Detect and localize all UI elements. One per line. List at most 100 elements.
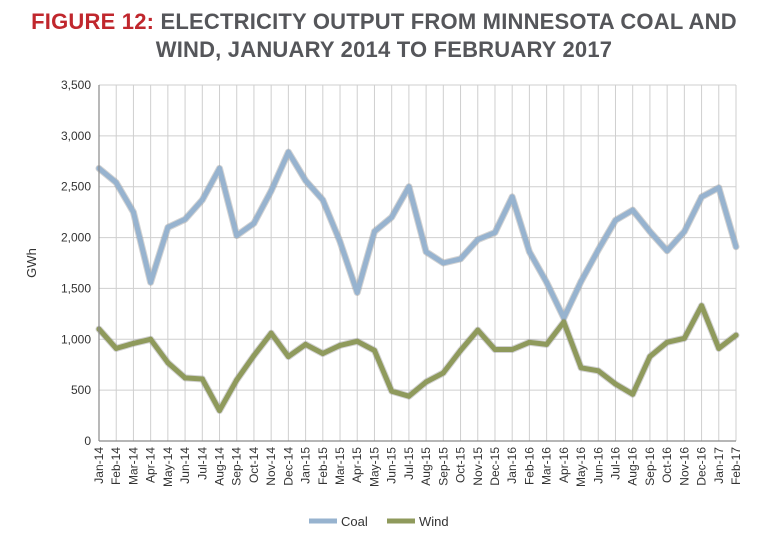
coal-data-point — [681, 228, 687, 234]
x-tick-label: Jul-15 — [402, 447, 416, 480]
wind-data-point — [544, 341, 550, 347]
gridlines — [98, 84, 737, 442]
wind-data-point — [148, 336, 154, 342]
wind-data-point — [337, 342, 343, 348]
coal-data-point — [113, 180, 119, 186]
x-tick-label: Nov-16 — [677, 447, 691, 486]
y-axis-label: GWh — [24, 248, 39, 278]
coal-data-point — [234, 233, 240, 239]
coal-data-point — [458, 256, 464, 262]
coal-data-point — [217, 165, 223, 171]
y-tick-label: 3,500 — [61, 78, 91, 92]
coal-data-point — [251, 220, 257, 226]
x-tick-label: Oct-16 — [660, 447, 674, 483]
wind-data-point — [389, 388, 395, 394]
wind-data-point — [578, 365, 584, 371]
coal-data-point — [647, 228, 653, 234]
wind-data-point — [475, 327, 481, 333]
coal-data-point — [320, 197, 326, 203]
coal-data-point — [509, 194, 515, 200]
coal-data-point — [699, 194, 705, 200]
chart-title-line-2: WIND, JANUARY 2014 TO FEBRUARY 2017 — [0, 36, 768, 64]
x-tick-label: Aug-14 — [213, 447, 227, 486]
wind-data-point — [681, 335, 687, 341]
x-tick-label: May-15 — [367, 447, 381, 487]
wind-data-point — [113, 345, 119, 351]
wind-series-line-shadow — [95, 302, 740, 414]
coal-data-point — [733, 244, 739, 250]
x-tick-label: Mar-14 — [126, 447, 140, 485]
x-tick-label: Feb-15 — [316, 447, 330, 485]
coal-legend-label: Coal — [341, 514, 368, 529]
wind-data-point — [320, 351, 326, 357]
series-lines — [95, 148, 740, 414]
x-tick-label: Jul-16 — [608, 447, 622, 480]
coal-data-point — [423, 249, 429, 255]
wind-data-point — [354, 338, 360, 344]
x-tick-label: Jan-15 — [299, 447, 313, 484]
chart-title-line-1: FIGURE 12: ELECTRICITY OUTPUT FROM MINNE… — [0, 8, 768, 36]
coal-data-point — [371, 228, 377, 234]
coal-data-point — [285, 149, 291, 155]
x-tick-label: May-14 — [161, 447, 175, 487]
coal-data-point — [544, 279, 550, 285]
wind-data-point — [406, 393, 412, 399]
wind-data-point — [440, 370, 446, 376]
coal-data-point — [130, 209, 136, 215]
y-tick-label: 2,500 — [61, 180, 91, 194]
wind-data-point — [130, 340, 136, 346]
x-tick-label: Dec-15 — [488, 447, 502, 486]
x-tick-label: Apr-15 — [350, 447, 364, 483]
x-tick-label: Jan-16 — [505, 447, 519, 484]
coal-data-point — [389, 214, 395, 220]
x-tick-label: Jun-15 — [385, 447, 399, 484]
coal-series-line — [96, 149, 739, 321]
legend: Coal Wind — [309, 514, 449, 529]
x-tick-label: Apr-14 — [144, 447, 158, 483]
coal-data-point — [612, 217, 618, 223]
wind-data-point — [234, 377, 240, 383]
coal-data-point — [492, 229, 498, 235]
wind-data-point — [268, 330, 274, 336]
coal-data-point — [578, 278, 584, 284]
wind-data-point — [716, 345, 722, 351]
x-tick-label: Dec-16 — [695, 447, 709, 486]
coal-data-point — [182, 216, 188, 222]
wind-data-point — [251, 353, 257, 359]
x-tick-label: Jun-14 — [178, 447, 192, 484]
figure-label: FIGURE 12: — [31, 9, 155, 34]
wind-data-point — [217, 407, 223, 413]
coal-data-point — [664, 248, 670, 254]
y-tick-label: 1,000 — [61, 332, 91, 346]
wind-data-point — [182, 375, 188, 381]
wind-data-point — [199, 376, 205, 382]
x-tick-label: Oct-14 — [247, 447, 261, 483]
title-line-2-text: WIND, JANUARY 2014 TO FEBRUARY 2017 — [155, 37, 613, 62]
wind-data-point — [423, 379, 429, 385]
x-tick-label: Jul-14 — [195, 447, 209, 480]
x-tick-label: Jun-16 — [591, 447, 605, 484]
coal-data-point — [303, 178, 309, 184]
coal-data-point — [354, 289, 360, 295]
x-tick-label: Oct-15 — [454, 447, 468, 483]
y-tick-label: 0 — [84, 434, 91, 448]
coal-data-point — [475, 237, 481, 243]
wind-legend-label: Wind — [419, 514, 449, 529]
x-tick-label: Aug-16 — [626, 447, 640, 486]
coal-data-point — [716, 185, 722, 191]
x-tick-label: Mar-16 — [540, 447, 554, 485]
coal-data-point — [595, 247, 601, 253]
x-tick-label: Sep-14 — [230, 447, 244, 486]
y-tick-label: 3,000 — [61, 129, 91, 143]
wind-data-point — [612, 381, 618, 387]
wind-data-point — [371, 347, 377, 353]
coal-data-point — [268, 188, 274, 194]
wind-data-point — [647, 354, 653, 360]
wind-data-point — [492, 346, 498, 352]
x-axis-ticks: Jan-14 Feb-14 Mar-14 Apr-14 May-14 Jun-14 Jul-… — [92, 447, 743, 487]
x-tick-label: Feb-14 — [109, 447, 123, 485]
y-axis-ticks: 0 500 1,000 1,500 2,000 2,500 3,000 3,500 — [61, 78, 91, 448]
y-tick-label: 1,500 — [61, 281, 91, 295]
wind-data-point — [664, 339, 670, 345]
wind-data-point — [509, 346, 515, 352]
